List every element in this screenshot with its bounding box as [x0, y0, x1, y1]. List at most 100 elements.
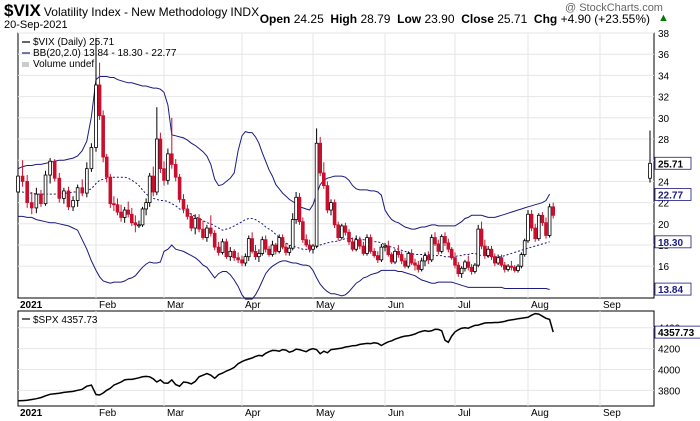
- main-x-axis: 2021 Feb Mar Apr May Jun Jul Aug Sep: [20, 300, 621, 311]
- candle: [224, 238, 229, 259]
- last-bb-middle-tag: 18.30: [654, 235, 692, 249]
- candle: [208, 215, 213, 237]
- candle: [71, 196, 75, 212]
- candle: [48, 158, 52, 184]
- symbol-label: $VIX: [4, 1, 41, 20]
- candle: [496, 254, 500, 266]
- candle: [399, 251, 404, 265]
- spx-x-tick-label: May: [316, 408, 335, 419]
- spx-line: [17, 312, 554, 402]
- candle: [158, 132, 163, 173]
- candle: [185, 204, 190, 220]
- candle: [62, 187, 66, 204]
- candle: [466, 255, 471, 271]
- candle: [205, 224, 209, 242]
- candle: [52, 159, 57, 182]
- candle: [483, 239, 487, 259]
- candle: [522, 238, 527, 257]
- chart-title-line: $VIX Volatility Index - New Methodology …: [4, 1, 259, 21]
- main-x-tick-label: 2021: [20, 300, 43, 311]
- candle: [166, 148, 170, 185]
- candle: [446, 238, 451, 253]
- spx-close-line: [17, 312, 554, 402]
- candle: [648, 130, 652, 183]
- candle: [147, 172, 152, 207]
- candle: [469, 264, 474, 275]
- candle: [126, 201, 131, 218]
- candle: [97, 62, 102, 120]
- candle: [509, 260, 514, 271]
- candle: [129, 207, 134, 226]
- candle: [476, 224, 481, 268]
- main-y-tick-label: 28: [658, 135, 670, 146]
- candle: [228, 247, 233, 261]
- main-y-tick-label: 36: [658, 50, 670, 61]
- bb-lower-line: [18, 215, 550, 300]
- candle: [39, 189, 43, 207]
- candle: [220, 238, 225, 255]
- candle: [201, 220, 205, 240]
- candle: [372, 248, 376, 258]
- date-label: 20-Sep-2021: [4, 19, 68, 31]
- spx-x-tick-label: Jul: [458, 408, 471, 419]
- candle: [551, 202, 555, 219]
- main-y-tick-label: 32: [658, 93, 670, 104]
- candle: [20, 160, 25, 187]
- candle: [526, 210, 530, 243]
- candle: [267, 246, 271, 257]
- candle: [423, 252, 427, 267]
- candle: [519, 252, 524, 269]
- candle: [253, 245, 258, 260]
- candle: [29, 192, 34, 215]
- spx-legend: $SPX 4357.73: [22, 315, 98, 326]
- candle: [169, 117, 174, 169]
- candle: [151, 166, 156, 197]
- candle: [314, 128, 319, 249]
- svg-text:4357.73: 4357.73: [658, 328, 695, 339]
- last-bb-lower-tag: 13.84: [654, 282, 692, 296]
- candle: [177, 173, 182, 203]
- candle: [321, 162, 326, 189]
- candle: [144, 198, 148, 216]
- main-panel-frame: [17, 32, 655, 299]
- candle: [479, 221, 484, 250]
- candle: [336, 221, 340, 241]
- candle: [119, 204, 123, 222]
- main-y-tick-label: 34: [658, 71, 670, 82]
- svg-text:18.30: 18.30: [658, 238, 683, 249]
- candle: [89, 143, 94, 172]
- candle: [416, 260, 421, 273]
- main-x-tick-label: Feb: [99, 300, 117, 311]
- candle: [347, 229, 351, 245]
- svg-text:13.84: 13.84: [658, 285, 683, 296]
- candle: [361, 241, 366, 256]
- spx-y-tick-label: 4200: [658, 345, 681, 356]
- index-name: Volatility Index - New Methodology: [43, 5, 228, 19]
- candle: [456, 261, 461, 277]
- candle: [193, 214, 198, 235]
- candle: [403, 257, 407, 269]
- spx-x-tick-label: Mar: [167, 408, 185, 419]
- candle: [429, 234, 434, 262]
- spx-x-tick-label: 2021: [20, 408, 43, 419]
- candle: [263, 235, 268, 253]
- candle: [325, 181, 330, 214]
- svg-text:25.71: 25.71: [658, 159, 683, 170]
- candle: [304, 234, 309, 248]
- candle: [365, 234, 369, 256]
- main-y-tick-label: 22: [658, 199, 670, 210]
- candle: [301, 217, 305, 243]
- candle: [499, 254, 504, 268]
- candle: [280, 234, 285, 250]
- candle: [246, 235, 251, 261]
- close-label: Close: [461, 12, 494, 26]
- candle: [162, 161, 166, 186]
- candle: [284, 242, 288, 256]
- spx-x-tick-label: Apr: [245, 408, 261, 419]
- candle: [463, 259, 467, 272]
- candle: [547, 203, 552, 238]
- candle: [493, 253, 497, 267]
- chg-label: Chg: [533, 12, 558, 26]
- candle: [537, 213, 541, 241]
